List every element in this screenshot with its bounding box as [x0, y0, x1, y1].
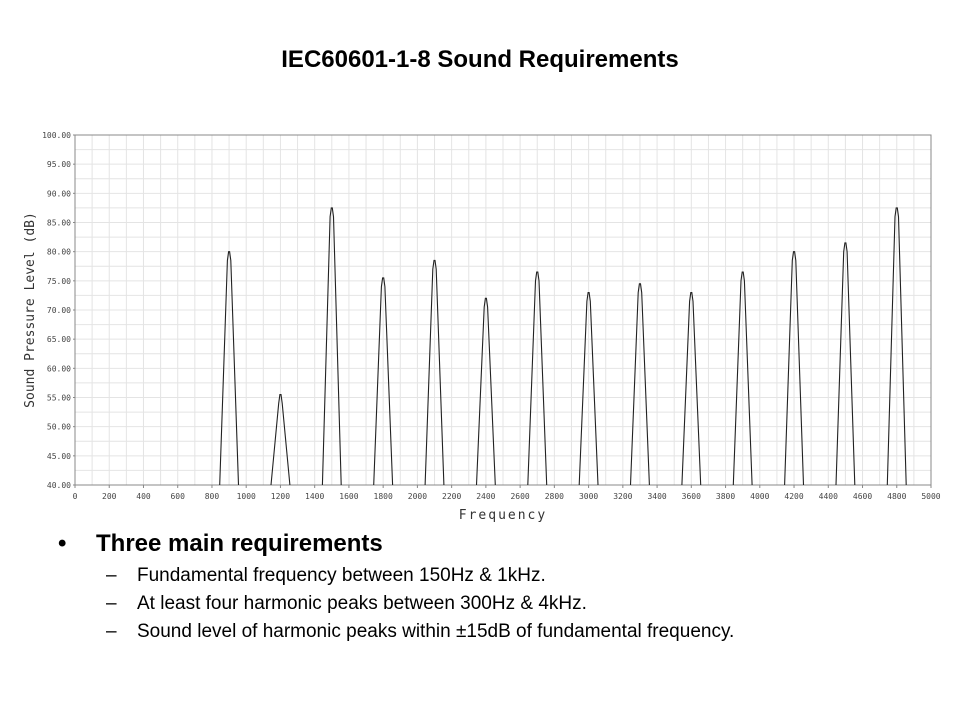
y-tick-label: 40.00 [47, 481, 71, 490]
sub-bullet-text: At least four harmonic peaks between 300… [137, 593, 587, 614]
main-bullet: • Three main requirements [58, 528, 938, 560]
x-tick-label: 3000 [579, 492, 598, 501]
spectrum-peak [886, 207, 907, 486]
x-tick-label: 1000 [237, 492, 256, 501]
y-tick-label: 60.00 [47, 364, 71, 373]
y-tick-labels: 40.00 45.00 50.00 55.00 60.00 65.00 70.00 75.00… [42, 131, 75, 490]
x-tick-label: 1800 [374, 492, 393, 501]
sub-bullet-text: Fundamental frequency between 150Hz & 1k… [137, 565, 546, 586]
sub-bullet-item: – Fundamental frequency between 150Hz & … [106, 562, 938, 590]
x-tick-label: 2400 [476, 492, 495, 501]
y-tick-label: 100.00 [42, 131, 71, 140]
spectrum-peak [629, 283, 650, 486]
main-bullet-text: Three main requirements [96, 530, 383, 557]
y-tick-label: 80.00 [47, 248, 71, 257]
x-tick-label: 2600 [510, 492, 529, 501]
x-tick-label: 3600 [682, 492, 701, 501]
x-tick-label: 400 [136, 492, 151, 501]
spectrum-peak [527, 271, 548, 486]
x-tick-label: 0 [73, 492, 78, 501]
sub-bullet-list: – Fundamental frequency between 150Hz & … [58, 562, 938, 646]
x-tick-label: 1600 [339, 492, 358, 501]
x-tick-label: 4000 [750, 492, 769, 501]
x-tick-label: 4400 [819, 492, 838, 501]
spectrum-peak [732, 271, 753, 486]
dash-marker: – [106, 593, 117, 614]
y-axis-label: Sound Pressure Level (dB) [23, 212, 38, 408]
x-tick-label: 3200 [613, 492, 632, 501]
y-tick-label: 70.00 [47, 306, 71, 315]
sub-bullet-item: – Sound level of harmonic peaks within ±… [106, 618, 938, 646]
spectrum-chart-svg: 40.00 45.00 50.00 55.00 60.00 65.00 70.00 75.00… [23, 131, 941, 523]
spectrum-series [219, 207, 907, 486]
spectrum-chart: 40.00 45.00 50.00 55.00 60.00 65.00 70.00 75.00… [20, 120, 950, 530]
y-tick-label: 55.00 [47, 394, 71, 403]
x-tick-label: 4200 [784, 492, 803, 501]
spectrum-peak [321, 207, 342, 486]
bullet-marker: • [58, 530, 67, 557]
spectrum-peak [475, 297, 496, 486]
spectrum-peak [681, 291, 702, 486]
spectrum-peak [835, 242, 856, 486]
spectrum-peak [373, 277, 394, 486]
x-tick-label: 5000 [921, 492, 940, 501]
spectrum-peak [424, 259, 445, 486]
x-tick-label: 4800 [887, 492, 906, 501]
x-axis-label: Frequency [459, 508, 547, 523]
y-tick-label: 65.00 [47, 335, 71, 344]
spectrum-peak [784, 251, 805, 486]
x-tick-label: 2800 [545, 492, 564, 501]
slide-title: IEC60601-1-8 Sound Requirements [281, 46, 679, 73]
x-tick-label: 800 [205, 492, 220, 501]
x-tick-label: 4600 [853, 492, 872, 501]
y-tick-label: 90.00 [47, 189, 71, 198]
x-tick-label: 600 [170, 492, 185, 501]
chart-grid [74, 134, 932, 486]
y-tick-label: 50.00 [47, 423, 71, 432]
x-tick-label: 3400 [647, 492, 666, 501]
sub-bullet-item: – At least four harmonic peaks between 3… [106, 590, 938, 618]
spectrum-peak [578, 291, 599, 486]
sub-bullet-text: Sound level of harmonic peaks within ±15… [137, 621, 735, 642]
y-tick-label: 75.00 [47, 277, 71, 286]
x-tick-label: 200 [102, 492, 117, 501]
dash-marker: – [106, 565, 117, 586]
x-tick-label: 2000 [408, 492, 427, 501]
y-tick-label: 85.00 [47, 219, 71, 228]
y-tick-label: 45.00 [47, 452, 71, 461]
requirements-list: • Three main requirements – Fundamental … [58, 528, 938, 646]
spectrum-peak [270, 394, 291, 486]
x-tick-label: 2200 [442, 492, 461, 501]
x-tick-label: 1200 [271, 492, 290, 501]
x-tick-labels: 0 200 400 600 800 1000 1200 1400 1600 1800 2000 220… [73, 485, 941, 501]
y-tick-label: 95.00 [47, 160, 71, 169]
spectrum-peak [219, 251, 240, 486]
x-tick-label: 1400 [305, 492, 324, 501]
dash-marker: – [106, 621, 117, 642]
x-tick-label: 3800 [716, 492, 735, 501]
